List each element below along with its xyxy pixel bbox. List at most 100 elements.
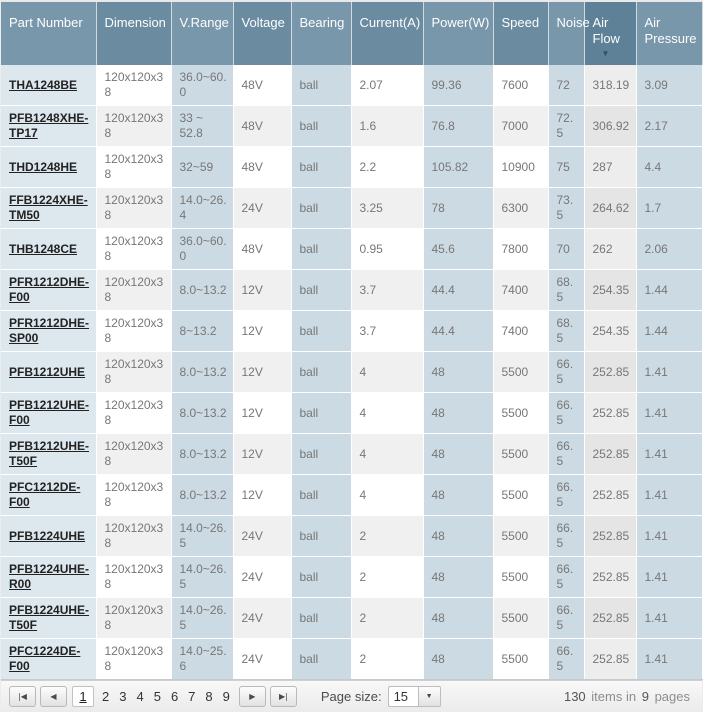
cell-current: 0.95 — [351, 228, 424, 270]
part-number-link[interactable]: PFB1212UHE-F00 — [9, 398, 90, 427]
cell-part: THB1248CE — [1, 228, 97, 270]
column-header-speed[interactable]: Speed — [493, 2, 549, 65]
column-header-dimension[interactable]: Dimension — [96, 2, 172, 65]
part-number-link[interactable]: FFB1224XHE-TM50 — [9, 193, 88, 222]
part-number-link[interactable]: THA1248BE — [9, 77, 78, 92]
cell-voltage: 12V — [233, 310, 292, 352]
column-header-current[interactable]: Current(A) — [351, 2, 424, 65]
page-link[interactable]: 3 — [119, 689, 127, 704]
page-size-dropdown-button[interactable]: ▼ — [417, 686, 441, 707]
part-number-link[interactable]: PFC1224DE-F00 — [9, 644, 81, 673]
cell-speed: 5500 — [493, 597, 549, 639]
part-number-link[interactable]: PFC1212DE-F00 — [9, 480, 81, 509]
cell-airpressure: 1.41 — [636, 351, 703, 393]
column-header-vrange[interactable]: V.Range — [171, 2, 234, 65]
cell-part: THD1248HE — [1, 146, 97, 188]
cell-dimension: 120x120x38 — [96, 269, 172, 311]
page-link-current[interactable]: 1 — [72, 686, 94, 707]
table-row: PFR1212DHE-SP00 120x120x38 8~13.2 12V ball 3.… — [1, 310, 703, 352]
cell-voltage: 24V — [233, 187, 292, 229]
column-header-voltage[interactable]: Voltage — [233, 2, 292, 65]
cell-power: 78 — [423, 187, 494, 229]
last-page-button[interactable]: ▶| — [269, 686, 297, 707]
cell-part: PFB1212UHE — [1, 351, 97, 393]
table-row: THA1248BE 120x120x38 36.0~60.0 48V ball 2.07 9… — [1, 65, 703, 106]
cell-power: 44.4 — [423, 310, 494, 352]
part-number-link[interactable]: PFR1212DHE-SP00 — [9, 316, 90, 345]
cell-dimension: 120x120x38 — [96, 228, 172, 270]
part-number-link[interactable]: THD1248HE — [9, 159, 78, 174]
cell-vrange: 14.0~26.5 — [171, 556, 234, 598]
table-row: PFB1224UHE-T50F 120x120x38 14.0~26.5 24V bal… — [1, 597, 703, 639]
cell-airpressure: 1.41 — [636, 556, 703, 598]
page-link[interactable]: 8 — [205, 689, 213, 704]
part-number-link[interactable]: THB1248CE — [9, 241, 78, 256]
part-number-link[interactable]: PFB1212UHE — [9, 364, 86, 379]
cell-airflow: 252.85 — [584, 474, 637, 516]
cell-part: PFR1212DHE-SP00 — [1, 310, 97, 352]
cell-speed: 5500 — [493, 638, 549, 680]
cell-power: 48 — [423, 638, 494, 680]
table-body: THA1248BE 120x120x38 36.0~60.0 48V ball 2.07 9… — [1, 65, 703, 680]
page-size-dropdown[interactable]: 15 ▼ — [387, 686, 441, 707]
column-header-bearing[interactable]: Bearing — [291, 2, 352, 65]
table-row: PFB1224UHE 120x120x38 14.0~26.5 24V ball 2 48 5… — [1, 515, 703, 557]
cell-airflow: 252.85 — [584, 515, 637, 557]
cell-speed: 5500 — [493, 392, 549, 434]
cell-bearing: ball — [291, 310, 352, 352]
column-header-noise[interactable]: Noise — [548, 2, 590, 65]
page-link[interactable]: 6 — [170, 689, 179, 704]
next-page-button[interactable]: ▶ — [238, 686, 266, 707]
cell-bearing: ball — [291, 433, 352, 475]
part-number-link[interactable]: PFB1224UHE-R00 — [9, 562, 90, 591]
part-number-link[interactable]: PFB1212UHE-T50F — [9, 439, 90, 468]
page-size-value[interactable]: 15 — [387, 686, 418, 707]
part-number-link[interactable]: PFR1212DHE-F00 — [9, 275, 90, 304]
cell-vrange: 36.0~60.0 — [171, 228, 234, 270]
cell-airpressure: 3.09 — [636, 65, 703, 106]
cell-noise: 70 — [548, 228, 585, 270]
cell-part: PFC1224DE-F00 — [1, 638, 97, 680]
cell-airpressure: 4.4 — [636, 146, 703, 188]
cell-airpressure: 2.06 — [636, 228, 703, 270]
column-header-part[interactable]: Part Number — [1, 2, 97, 65]
cell-vrange: 8.0~13.2 — [171, 351, 234, 393]
cell-part: PFB1224UHE-R00 — [1, 556, 97, 598]
pager-summary: 130 items in 9 pages — [564, 689, 692, 704]
column-label: Air Flow — [592, 15, 620, 46]
page-link[interactable]: 4 — [136, 689, 144, 704]
first-page-button[interactable]: |◀ — [9, 686, 36, 707]
page-link[interactable]: 9 — [222, 689, 230, 704]
cell-speed: 7600 — [493, 65, 549, 106]
cell-speed: 7400 — [493, 269, 549, 311]
cell-vrange: 33 ~ 52.8 — [171, 105, 234, 147]
prev-page-button[interactable]: ◀ — [40, 686, 67, 707]
cell-current: 2.07 — [351, 65, 424, 106]
table-row: FFB1224XHE-TM50 120x120x38 14.0~26.4 24V bal… — [1, 187, 703, 229]
cell-airflow: 252.85 — [584, 433, 637, 475]
column-header-airflow[interactable]: Air Flow ▼ — [584, 2, 637, 65]
cell-bearing: ball — [291, 556, 352, 598]
cell-speed: 7400 — [493, 310, 549, 352]
page-link[interactable]: 2 — [102, 689, 110, 704]
cell-current: 1.6 — [351, 105, 424, 147]
column-header-airpressure[interactable]: Air Pressure — [636, 2, 703, 65]
cell-airpressure: 1.41 — [636, 638, 703, 680]
page-link[interactable]: 7 — [188, 689, 196, 704]
column-label: V.Range — [179, 15, 229, 30]
page-link[interactable]: 5 — [153, 689, 161, 704]
cell-speed: 5500 — [493, 351, 549, 393]
cell-dimension: 120x120x38 — [96, 65, 172, 106]
column-header-power[interactable]: Power(W) — [423, 2, 494, 65]
items-count: 130 — [563, 689, 586, 704]
cell-power: 105.82 — [423, 146, 494, 188]
part-number-link[interactable]: PFB1224UHE — [9, 528, 86, 543]
part-number-link[interactable]: PFB1248XHE-TP17 — [9, 111, 89, 140]
cell-power: 48 — [423, 556, 494, 598]
table-row: PFC1224DE-F00 120x120x38 14.0~25.6 24V ball 2… — [1, 638, 703, 680]
cell-dimension: 120x120x38 — [96, 638, 172, 680]
cell-power: 48 — [423, 433, 494, 475]
column-label: Bearing — [299, 15, 345, 30]
part-number-link[interactable]: PFB1224UHE-T50F — [9, 603, 90, 632]
